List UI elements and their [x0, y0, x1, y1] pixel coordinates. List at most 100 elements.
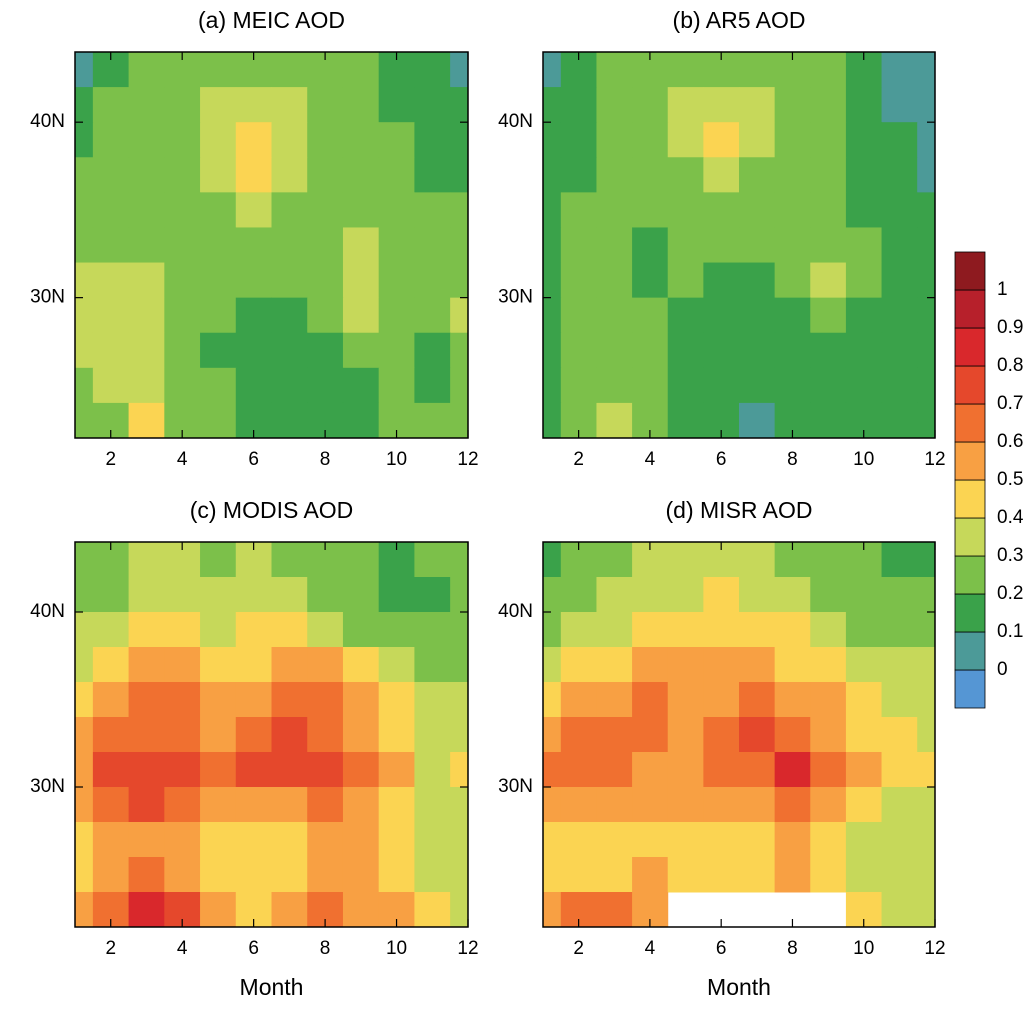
cell	[164, 822, 201, 858]
cell	[92, 717, 130, 753]
cell	[845, 227, 883, 264]
cell	[543, 402, 562, 439]
cell	[632, 822, 669, 858]
cell	[560, 822, 597, 858]
cell	[128, 612, 165, 648]
cell	[739, 367, 776, 404]
cell	[917, 262, 936, 299]
cell	[164, 647, 201, 683]
cell	[560, 367, 597, 404]
cell	[560, 647, 597, 683]
colorbar-label: 0.8	[997, 355, 1023, 376]
cell	[881, 192, 918, 228]
cell	[739, 157, 776, 193]
cell	[92, 752, 130, 788]
cell	[917, 612, 936, 648]
cell	[128, 192, 165, 228]
cell	[739, 542, 776, 578]
cell	[164, 262, 201, 299]
y-tick-label: 40N	[498, 601, 533, 622]
cell	[845, 332, 883, 369]
cell	[200, 262, 237, 299]
cell	[75, 542, 94, 578]
cell	[543, 577, 562, 613]
cell	[75, 262, 94, 299]
x-tick-label: 2	[105, 938, 116, 959]
cell	[200, 297, 237, 334]
cell	[703, 262, 740, 299]
cell	[703, 647, 740, 683]
cell	[450, 52, 469, 88]
cell	[342, 262, 380, 299]
cell	[917, 752, 936, 788]
cell	[75, 297, 94, 334]
cell	[703, 577, 740, 613]
cell	[632, 787, 669, 823]
cell	[596, 822, 633, 858]
cell	[543, 647, 562, 683]
cell	[739, 717, 776, 753]
cell	[739, 682, 776, 718]
cell	[75, 892, 94, 928]
cell	[307, 787, 344, 823]
cell	[845, 577, 883, 613]
colorbar-swatch	[954, 555, 986, 595]
cell	[543, 717, 562, 753]
cell	[881, 262, 918, 299]
cell	[92, 87, 130, 123]
cell	[75, 157, 94, 193]
panel-title: (c) MODIS AOD	[190, 497, 354, 523]
cell	[560, 227, 597, 264]
cell	[845, 822, 883, 858]
cell	[739, 647, 776, 683]
cell	[235, 367, 272, 404]
cell	[378, 157, 415, 193]
cell	[342, 192, 380, 228]
cell	[543, 297, 562, 334]
cell	[810, 297, 847, 334]
cell	[810, 262, 847, 299]
cell	[307, 157, 344, 193]
cell	[450, 717, 469, 753]
cell	[917, 857, 936, 893]
cell	[739, 262, 776, 299]
cell	[75, 822, 94, 858]
colorbar-label: 0.7	[997, 393, 1023, 414]
cell	[450, 262, 469, 299]
cell	[596, 717, 633, 753]
cell	[632, 192, 669, 228]
panel-title: (b) AR5 AOD	[673, 7, 806, 33]
y-tick-label: 30N	[498, 776, 533, 797]
cell	[667, 682, 704, 718]
cell	[596, 752, 633, 788]
cell	[235, 157, 272, 193]
cell	[378, 367, 415, 404]
cell	[200, 192, 237, 228]
cell	[271, 297, 308, 334]
cell	[739, 52, 776, 88]
cell	[810, 192, 847, 228]
cell	[739, 402, 776, 439]
cell	[200, 822, 237, 858]
cell	[342, 297, 380, 334]
cell	[596, 332, 633, 369]
cell	[881, 682, 918, 718]
cell	[667, 87, 704, 123]
cell	[128, 297, 165, 334]
cell	[271, 52, 308, 88]
cell	[75, 402, 94, 439]
colorbar-label: 0.6	[997, 431, 1023, 452]
cell	[378, 332, 415, 369]
x-tick-label: 2	[105, 449, 116, 470]
cell	[739, 787, 776, 823]
cell	[378, 752, 415, 788]
cell	[845, 192, 883, 228]
cell	[271, 752, 308, 788]
cell	[543, 52, 562, 88]
cell	[703, 192, 740, 228]
cell	[543, 367, 562, 404]
cell	[596, 52, 633, 88]
cell	[271, 682, 308, 718]
cell	[739, 822, 776, 858]
cell	[164, 87, 201, 123]
